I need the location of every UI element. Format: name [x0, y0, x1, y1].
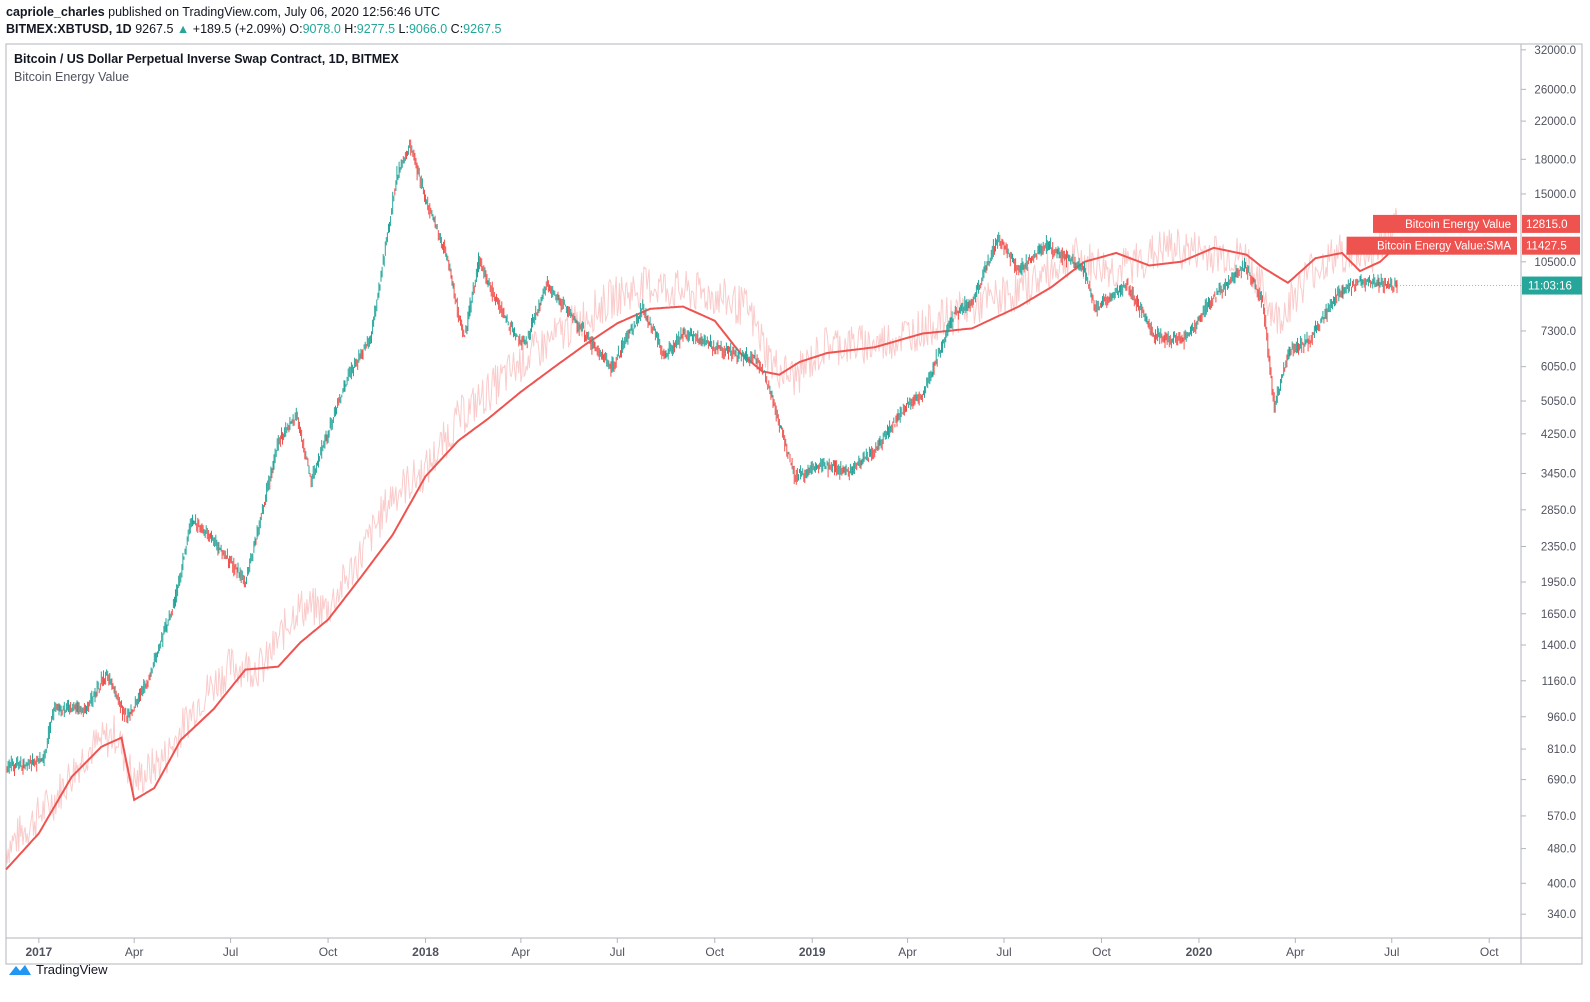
y-tick-label: 10500.0 — [1534, 257, 1576, 269]
high-value: 9277.5 — [356, 22, 396, 36]
candles-group — [6, 139, 1398, 776]
y-tick-label: 570.0 — [1547, 811, 1576, 823]
y-tick-label: 810.0 — [1547, 744, 1576, 756]
energy-tag-label: Bitcoin Energy Value — [1405, 219, 1511, 231]
x-tick-label: Jul — [223, 945, 238, 959]
energy-value-line[interactable] — [5, 207, 1398, 864]
x-tick-label: Apr — [898, 945, 917, 959]
x-tick-label: Apr — [512, 945, 531, 959]
sma-tag-value: 11427.5 — [1526, 241, 1567, 253]
x-tick-label: Jul — [610, 945, 625, 959]
brand-label[interactable]: TradingView — [36, 962, 108, 977]
sma-tag-label-box — [1346, 236, 1517, 255]
x-tick-label: Oct — [705, 945, 724, 959]
y-tick-label: 1650.0 — [1541, 609, 1576, 621]
y-tick-label: 26000.0 — [1534, 84, 1576, 96]
published-text: published on TradingView.com, July 06, 2… — [108, 5, 441, 19]
y-tick-label: 1950.0 — [1541, 577, 1576, 589]
footer-brand: TradingView — [8, 962, 108, 977]
y-tick-label: 22000.0 — [1534, 116, 1576, 128]
x-tick-label: Oct — [319, 945, 338, 959]
x-tick-label: Oct — [1480, 945, 1499, 959]
close-value: 9267.5 — [463, 22, 502, 36]
y-tick-label: 18000.0 — [1534, 154, 1576, 166]
up-arrow-icon: ▲ — [176, 22, 190, 36]
low-label: L: — [398, 22, 409, 36]
y-tick-label: 7300.0 — [1541, 326, 1576, 338]
x-tick-label: Apr — [1286, 945, 1305, 959]
x-tick-label: 2017 — [25, 945, 52, 959]
x-tick-label: 2018 — [412, 945, 439, 959]
y-tick-label: 3450.0 — [1541, 468, 1576, 480]
author-name[interactable]: capriole_charles — [6, 5, 105, 19]
y-tick-label: 1160.0 — [1542, 676, 1576, 688]
x-tick-label: 2019 — [799, 945, 826, 959]
y-tick-label: 15000.0 — [1534, 189, 1576, 201]
y-tick-label: 6050.0 — [1541, 362, 1576, 374]
price-tag-box — [1522, 276, 1582, 295]
x-tick-label: Oct — [1092, 945, 1111, 959]
y-tick-label: 960.0 — [1547, 712, 1576, 724]
price-change: +189.5 (+2.09%) — [192, 22, 286, 36]
y-tick-label: 340.0 — [1547, 909, 1576, 921]
chart-title: Bitcoin / US Dollar Perpetual Inverse Sw… — [14, 52, 399, 66]
y-tick-label: 5050.0 — [1541, 396, 1576, 408]
low-value: 9066.0 — [408, 22, 448, 36]
open-value: 9078.0 — [302, 22, 341, 36]
y-tick-label: 2350.0 — [1541, 542, 1576, 554]
y-tick-label: 690.0 — [1547, 775, 1576, 787]
energy-sma-line[interactable] — [5, 244, 1398, 871]
x-tick-label: Apr — [125, 945, 144, 959]
price-countdown: 11:03:16 — [1528, 281, 1572, 293]
high-label: H: — [344, 22, 357, 36]
tradingview-logo-icon — [9, 964, 31, 975]
chart-subtitle: Bitcoin Energy Value — [14, 70, 129, 84]
y-tick-label: 4250.0 — [1541, 429, 1576, 441]
y-tick-label: 400.0 — [1547, 878, 1576, 890]
x-tick-label: Jul — [1384, 945, 1399, 959]
symbol-label[interactable]: BITMEX:XBTUSD, 1D — [6, 22, 132, 36]
sma-tag-label: Bitcoin Energy Value:SMA — [1377, 241, 1511, 253]
y-tick-label: 480.0 — [1547, 844, 1576, 856]
ohlc-line: BITMEX:XBTUSD, 1D 9267.5 ▲ +189.5 (+2.09… — [6, 21, 501, 37]
energy-tag-value-box — [1522, 214, 1580, 233]
chart-frame — [5, 43, 1583, 965]
sma-tag-value-box — [1522, 236, 1580, 255]
y-tick-label: 32000.0 — [1534, 45, 1576, 57]
energy-tag-value: 12815.0 — [1526, 219, 1568, 231]
y-tick-label: 1400.0 — [1541, 640, 1576, 652]
open-label: O: — [289, 22, 303, 36]
x-tick-label: 2020 — [1186, 945, 1213, 959]
y-tick-label: 2850.0 — [1541, 505, 1576, 517]
energy-tag-label-box — [1373, 214, 1517, 233]
x-tick-label: Jul — [996, 945, 1011, 959]
publish-header: capriole_charles published on TradingVie… — [6, 4, 440, 20]
close-label: C: — [450, 22, 464, 36]
last-price: 9267.5 — [135, 22, 174, 36]
